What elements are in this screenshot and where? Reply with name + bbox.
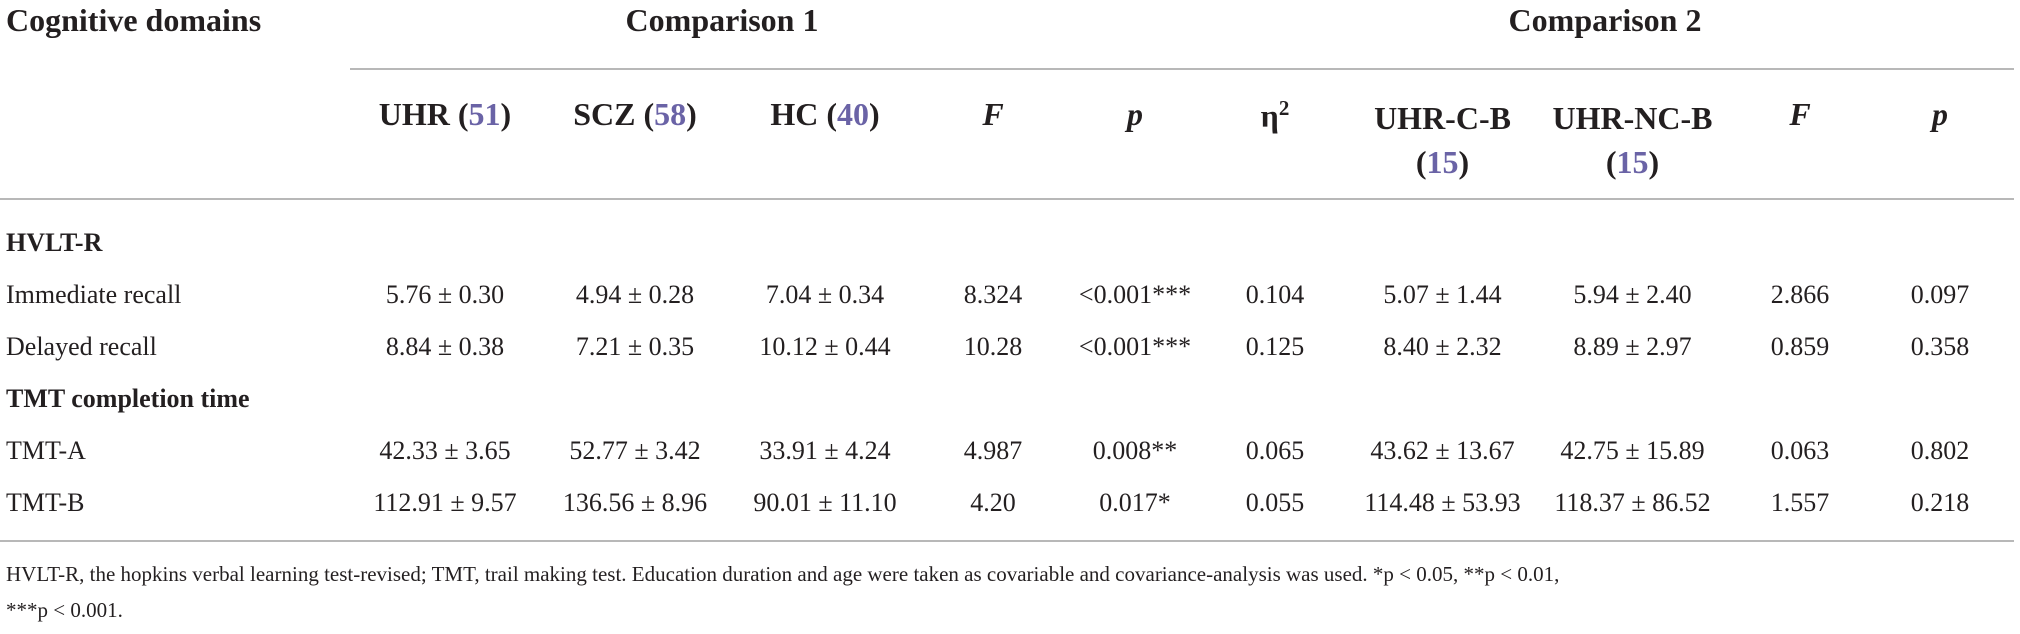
table-cell: 0.017* bbox=[1099, 488, 1171, 517]
table-cell: 43.62 ± 13.67 bbox=[1370, 436, 1515, 465]
table-cell: 1.557 bbox=[1770, 488, 1830, 517]
table-cell: 118.37 ± 86.52 bbox=[1554, 488, 1711, 517]
table-cell: 0.125 bbox=[1245, 332, 1305, 361]
col-scz: SCZ (58) bbox=[573, 96, 697, 132]
row-label: TMT-B bbox=[6, 488, 85, 517]
col-p1: p bbox=[1127, 96, 1143, 132]
table-cell: 0.859 bbox=[1770, 332, 1830, 361]
column-header-rule bbox=[0, 198, 2014, 200]
table-cell: <0.001*** bbox=[1078, 280, 1192, 309]
col-f2: F bbox=[1789, 96, 1811, 132]
header-rule bbox=[350, 68, 2014, 70]
col-uhr-c-b: UHR-C-B (15) bbox=[1374, 100, 1511, 180]
comparison-2-heading: Comparison 2 bbox=[1508, 2, 1702, 38]
section-title: HVLT-R bbox=[6, 228, 103, 257]
table-cell: 8.324 bbox=[963, 280, 1023, 309]
col-eta-squared: η2 bbox=[1260, 96, 1290, 134]
col-f1: F bbox=[982, 96, 1004, 132]
table-cell: 0.802 bbox=[1910, 436, 1970, 465]
row-label: TMT-A bbox=[6, 436, 86, 465]
col-uhr-nc-b: UHR-NC-B (15) bbox=[1552, 100, 1713, 180]
table-cell: 33.91 ± 4.24 bbox=[759, 436, 891, 465]
table-cell: 52.77 ± 3.42 bbox=[569, 436, 701, 465]
table-cell: 10.12 ± 0.44 bbox=[759, 332, 891, 361]
table-bottom-rule bbox=[0, 540, 2014, 542]
section-title: TMT completion time bbox=[6, 384, 250, 413]
table-cell: 0.097 bbox=[1910, 280, 1970, 309]
table-cell: 5.07 ± 1.44 bbox=[1383, 280, 1502, 309]
col-uhr: UHR (51) bbox=[378, 96, 512, 132]
table-cell: 8.40 ± 2.32 bbox=[1383, 332, 1502, 361]
table-cell: 0.055 bbox=[1245, 488, 1305, 517]
table-cell: 112.91 ± 9.57 bbox=[373, 488, 517, 517]
table-cell: 2.866 bbox=[1770, 280, 1830, 309]
table-cell: 136.56 ± 8.96 bbox=[562, 488, 708, 517]
table-cell: 0.008** bbox=[1092, 436, 1178, 465]
table-cell: 42.75 ± 15.89 bbox=[1560, 436, 1705, 465]
table-cell: 4.987 bbox=[963, 436, 1023, 465]
table-cell: 0.065 bbox=[1245, 436, 1305, 465]
cognitive-domains-heading: Cognitive domains bbox=[6, 2, 262, 38]
table-footnote: HVLT-R, the hopkins verbal learning test… bbox=[6, 556, 2014, 628]
table-cell: 0.358 bbox=[1910, 332, 1970, 361]
table-cell: 42.33 ± 3.65 bbox=[379, 436, 511, 465]
footnote-line-2: ***p < 0.001. bbox=[6, 598, 123, 622]
table-cell: 5.76 ± 0.30 bbox=[385, 280, 505, 309]
col-p2: p bbox=[1932, 96, 1948, 132]
table-cell: 0.063 bbox=[1770, 436, 1830, 465]
table-cell: 7.04 ± 0.34 bbox=[765, 280, 885, 309]
comparison-1-heading: Comparison 1 bbox=[625, 2, 819, 38]
table-cell: 90.01 ± 11.10 bbox=[753, 488, 897, 517]
table-cell: 5.94 ± 2.40 bbox=[1573, 280, 1692, 309]
table-cell: 0.218 bbox=[1910, 488, 1970, 517]
row-label: Delayed recall bbox=[6, 332, 157, 361]
table-cell: 10.28 bbox=[963, 332, 1023, 361]
table-cell: 0.104 bbox=[1245, 280, 1305, 309]
footnote-line-1: HVLT-R, the hopkins verbal learning test… bbox=[6, 562, 1560, 586]
table-cell: 114.48 ± 53.93 bbox=[1364, 488, 1521, 517]
table-cell: 8.89 ± 2.97 bbox=[1573, 332, 1692, 361]
row-label: Immediate recall bbox=[6, 280, 182, 309]
table-cell: 8.84 ± 0.38 bbox=[385, 332, 505, 361]
table-cell: <0.001*** bbox=[1078, 332, 1192, 361]
table-cell: 4.20 bbox=[970, 488, 1016, 517]
table-cell: 7.21 ± 0.35 bbox=[575, 332, 695, 361]
table-cell: 4.94 ± 0.28 bbox=[575, 280, 695, 309]
col-hc: HC (40) bbox=[770, 96, 880, 132]
